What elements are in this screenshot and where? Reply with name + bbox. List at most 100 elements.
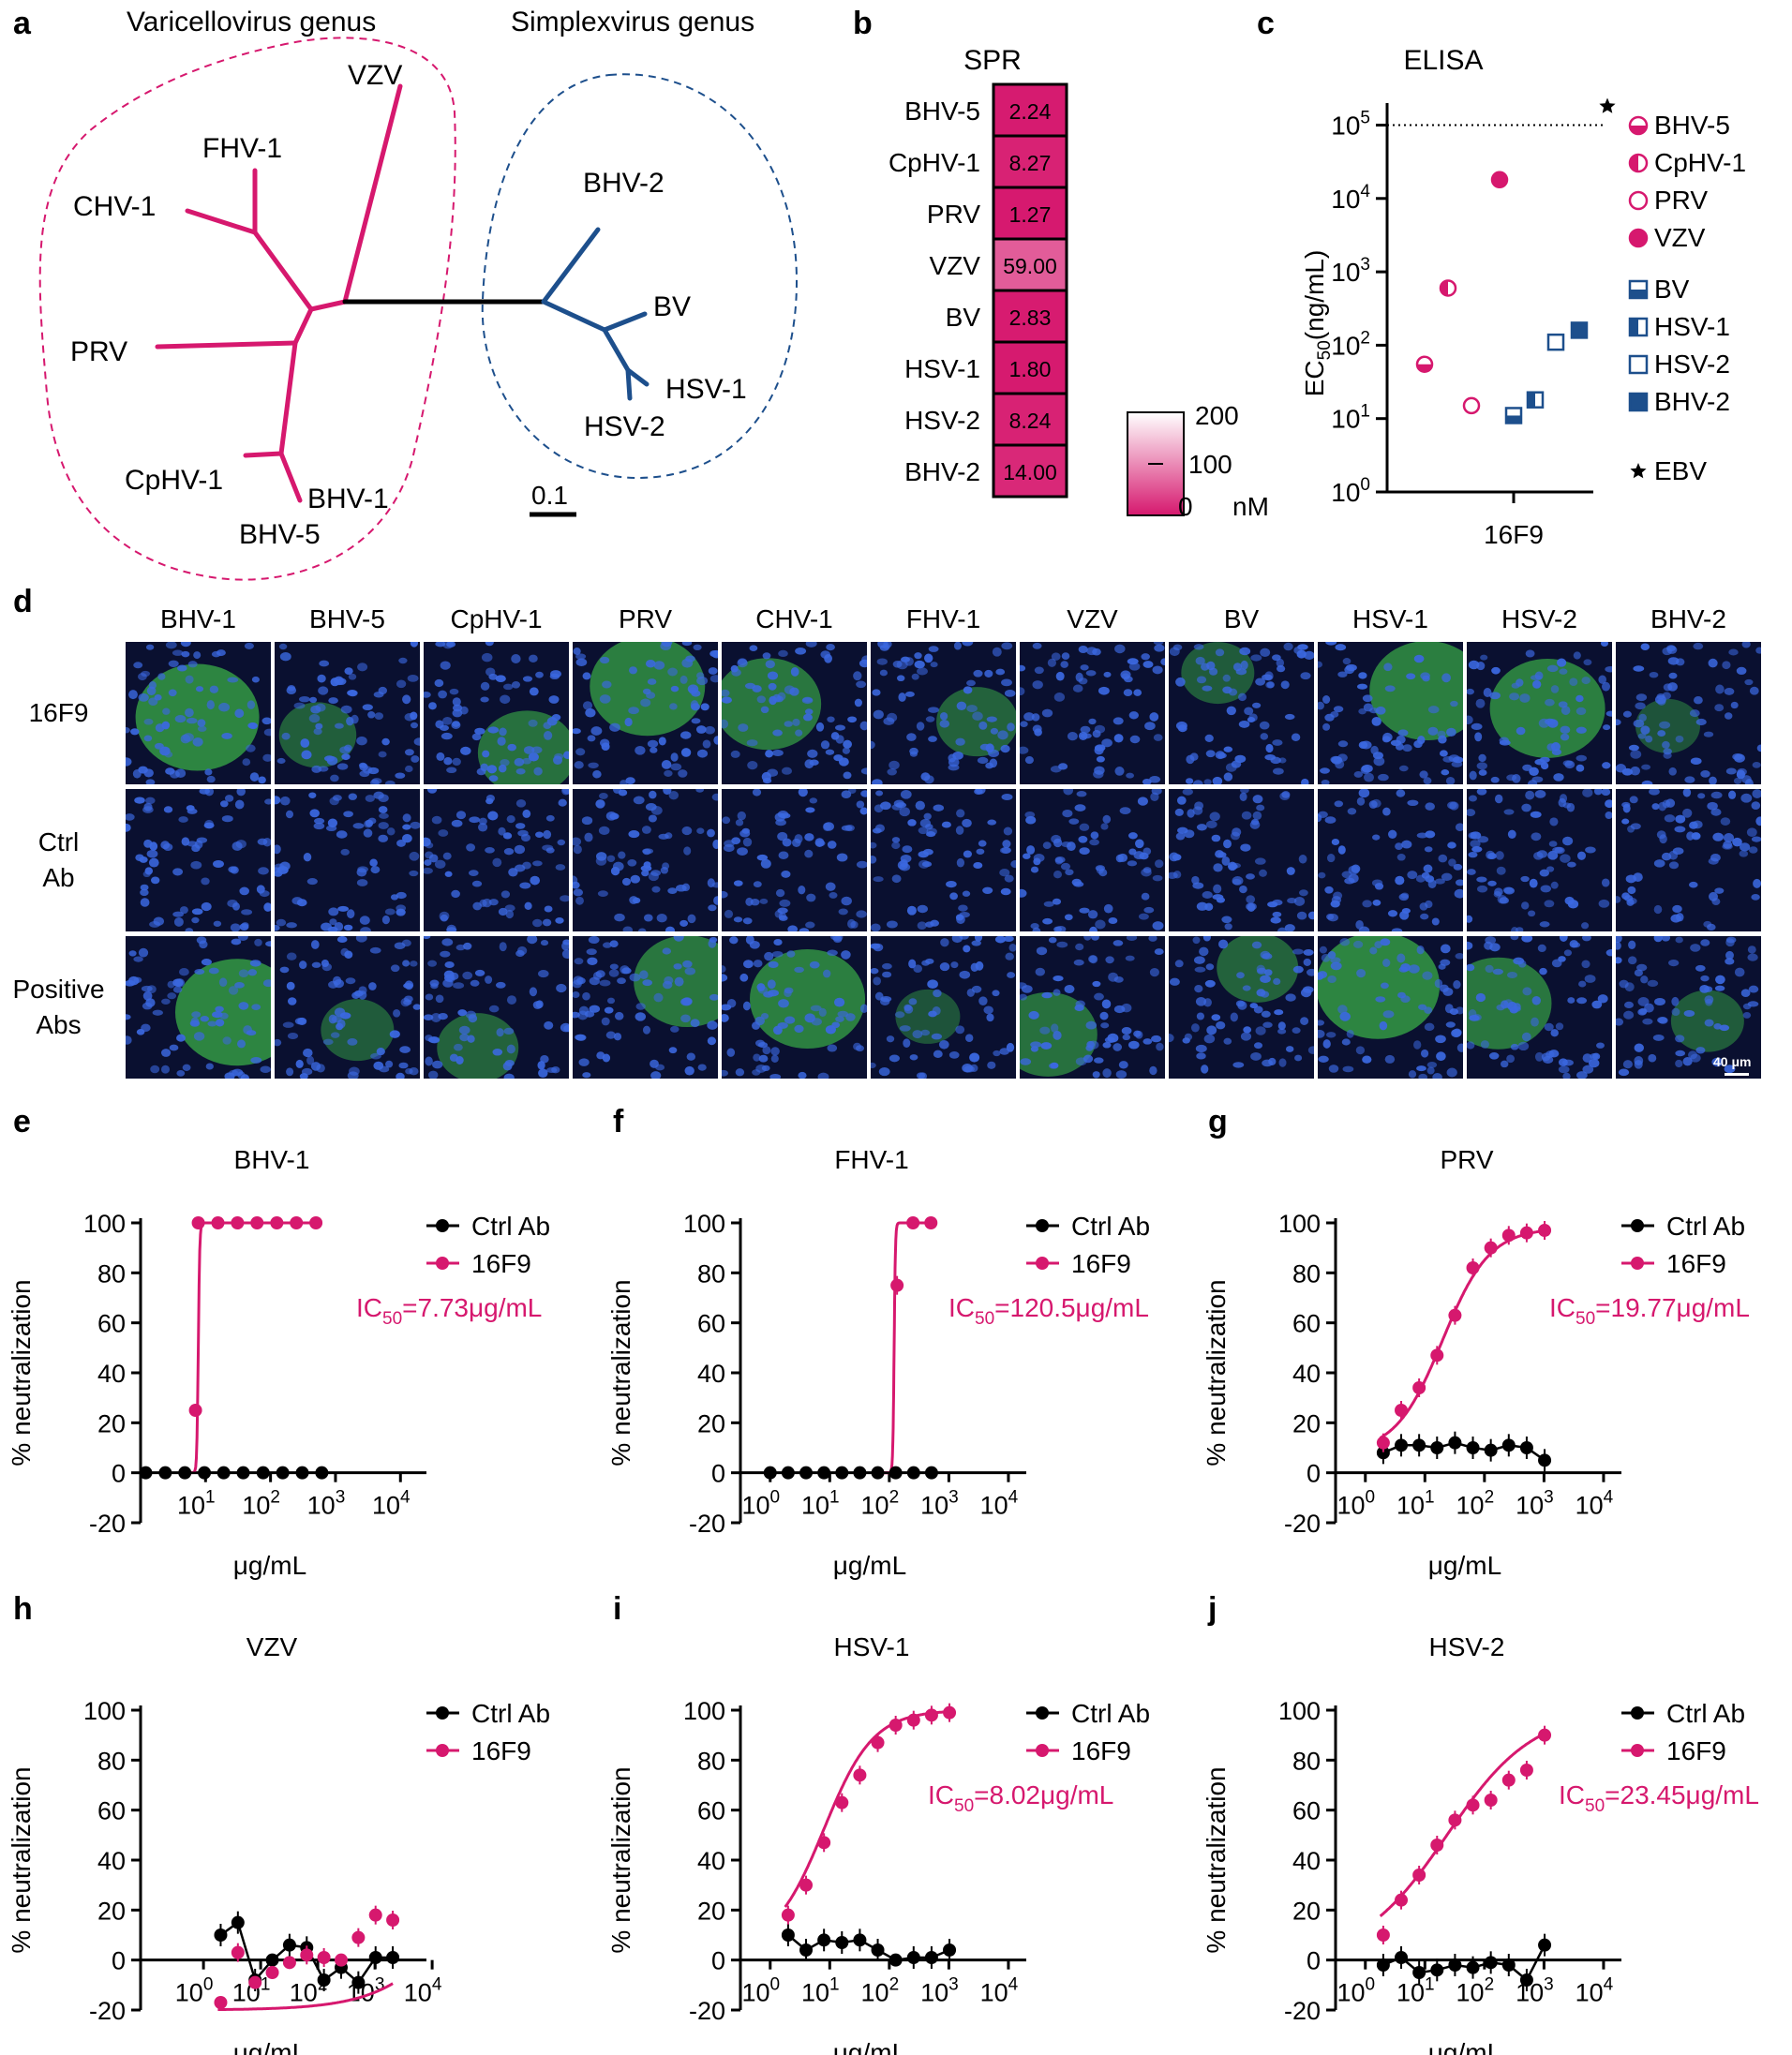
tile-nucleus bbox=[1034, 666, 1044, 675]
tile-nucleus bbox=[909, 751, 918, 757]
tile-nucleus bbox=[722, 1013, 729, 1022]
tile-nucleus bbox=[319, 660, 330, 667]
legend-ctrl-label: Ctrl Ab bbox=[1666, 1699, 1745, 1728]
tile-nucleus bbox=[1351, 864, 1361, 873]
tile-nucleus bbox=[955, 826, 964, 835]
tile-nucleus bbox=[339, 1012, 351, 1020]
ic50-value: =23.45μg/mL bbox=[1605, 1780, 1759, 1809]
elisa-legend-label: EBV bbox=[1654, 456, 1707, 485]
tile-nucleus bbox=[424, 859, 432, 866]
tile-nucleus bbox=[582, 701, 593, 710]
tile-nucleus bbox=[1020, 1058, 1032, 1065]
tile-nucleus bbox=[1211, 1014, 1221, 1021]
tile-nucleus bbox=[726, 999, 737, 1008]
tile-nucleus bbox=[585, 707, 596, 718]
varicello-boundary bbox=[38, 37, 456, 581]
tile-nucleus bbox=[578, 1005, 590, 1016]
tile-nucleus bbox=[208, 967, 219, 975]
tile-nucleus bbox=[309, 696, 318, 704]
neut-tick-exp: 1 bbox=[829, 1975, 840, 1995]
tile-nucleus bbox=[1675, 735, 1684, 743]
tile-nucleus bbox=[1089, 926, 1098, 931]
tile-nucleus bbox=[1506, 1054, 1516, 1064]
tile-nucleus bbox=[1468, 831, 1477, 840]
tile-nucleus bbox=[1092, 1071, 1100, 1079]
tile-nucleus bbox=[1427, 706, 1440, 714]
tile-nucleus bbox=[946, 880, 957, 888]
tile-nucleus bbox=[1250, 654, 1262, 662]
tile-nucleus bbox=[185, 675, 194, 684]
tile-nucleus bbox=[535, 671, 544, 678]
tile-nucleus bbox=[287, 1033, 299, 1039]
neut-16f9-point bbox=[1412, 1869, 1426, 1882]
neut-ctrl-point bbox=[386, 1951, 400, 1964]
elisa-legend-marker bbox=[1628, 153, 1649, 173]
tile-nucleus bbox=[896, 675, 905, 682]
microscopy-column-label: BHV-5 bbox=[309, 604, 385, 633]
tile-nucleus bbox=[1119, 807, 1131, 814]
tile-nucleus bbox=[640, 698, 651, 707]
tile-nucleus bbox=[402, 694, 411, 705]
tile-nucleus bbox=[341, 753, 351, 761]
tile-nucleus bbox=[1152, 665, 1163, 675]
neut-ctrl-point bbox=[817, 1466, 831, 1480]
tile-nucleus bbox=[1127, 860, 1138, 867]
elisa-y-tick-label: 100 bbox=[1331, 475, 1370, 507]
tile-nucleus bbox=[1064, 984, 1075, 994]
branch-vzv bbox=[342, 83, 403, 305]
tile-nucleus bbox=[183, 733, 194, 742]
tile-nucleus bbox=[1141, 653, 1150, 661]
tile-nucleus bbox=[794, 1024, 804, 1034]
elisa-point-prv bbox=[1462, 396, 1481, 415]
neut-x-tick-label: 104 bbox=[404, 1975, 442, 2007]
elisa-y-tick-label: 105 bbox=[1331, 108, 1370, 140]
tile-nucleus bbox=[278, 643, 288, 650]
tile-nucleus bbox=[1395, 842, 1403, 850]
neut-16f9-point bbox=[214, 1996, 228, 2009]
tile-nucleus bbox=[856, 860, 867, 869]
tile-nucleus bbox=[309, 809, 321, 818]
tile-nucleus bbox=[551, 1066, 560, 1074]
tile-nucleus bbox=[1003, 826, 1013, 836]
tile-nucleus bbox=[432, 1060, 443, 1069]
tile-nucleus bbox=[674, 976, 684, 987]
tile-nucleus bbox=[589, 976, 600, 986]
tile-nucleus bbox=[1576, 1071, 1588, 1079]
tile-nucleus bbox=[841, 790, 852, 799]
tile-nucleus bbox=[911, 673, 919, 680]
tile-nucleus bbox=[390, 894, 399, 901]
tile-nucleus bbox=[498, 826, 506, 836]
neut-y-tick-label: 40 bbox=[697, 1360, 725, 1388]
tile-nucleus bbox=[1216, 1020, 1226, 1030]
tile-nucleus bbox=[1630, 750, 1642, 759]
tile-nucleus bbox=[347, 690, 357, 696]
tile-nucleus bbox=[488, 1005, 500, 1013]
tile-nucleus bbox=[1102, 1068, 1112, 1079]
neut-tick-exp: 1 bbox=[829, 1488, 840, 1508]
tile-nucleus bbox=[1511, 682, 1520, 689]
neut-y-tick-label: 60 bbox=[1292, 1797, 1321, 1825]
tile-nucleus bbox=[1050, 766, 1062, 773]
tile-nucleus bbox=[1715, 684, 1725, 694]
tile-nucleus bbox=[670, 1025, 679, 1033]
tile-nucleus bbox=[343, 924, 353, 931]
tile-nucleus bbox=[1651, 803, 1660, 811]
tile-nucleus bbox=[765, 750, 774, 758]
tile-nucleus bbox=[1277, 927, 1287, 931]
tile-nucleus bbox=[805, 921, 815, 929]
tile-nucleus bbox=[471, 880, 483, 887]
tile-nucleus bbox=[410, 711, 418, 721]
neut-x-tick-label: 103 bbox=[920, 1488, 959, 1520]
tile-nucleus bbox=[853, 1042, 861, 1050]
tile-nucleus bbox=[1020, 746, 1029, 754]
tile-nucleus bbox=[668, 791, 679, 800]
tile-nucleus bbox=[471, 733, 482, 741]
tile-nucleus bbox=[879, 669, 889, 677]
tile-nucleus bbox=[331, 1015, 342, 1023]
tile-nucleus bbox=[150, 1065, 160, 1074]
tile-nucleus bbox=[359, 770, 370, 778]
tile-nucleus bbox=[1020, 993, 1027, 1001]
tile-nucleus bbox=[635, 1003, 646, 1010]
tile-nucleus bbox=[950, 961, 959, 969]
